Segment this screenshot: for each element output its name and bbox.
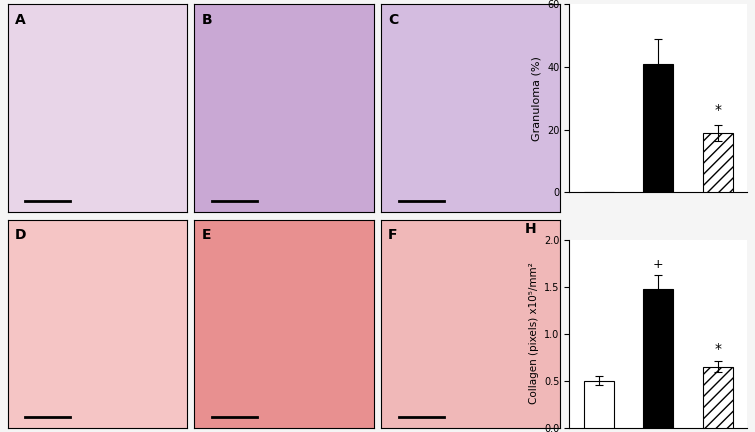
Y-axis label: Collagen (pixels) x10⁵/mm²: Collagen (pixels) x10⁵/mm² [528,263,538,404]
Text: F: F [388,229,397,242]
Bar [584,381,614,428]
Text: H: H [525,222,536,236]
Text: B: B [202,13,212,27]
Bar [643,64,673,193]
Text: +: + [653,257,664,270]
Bar [703,133,732,193]
Text: A: A [15,13,26,27]
Text: *: * [714,342,721,356]
Text: D: D [15,229,26,242]
Text: E: E [202,229,211,242]
Y-axis label: Granuloma (%): Granuloma (%) [532,56,541,141]
Text: *: * [714,103,721,117]
Bar [643,289,673,428]
Bar [703,366,732,428]
Text: C: C [388,13,398,27]
